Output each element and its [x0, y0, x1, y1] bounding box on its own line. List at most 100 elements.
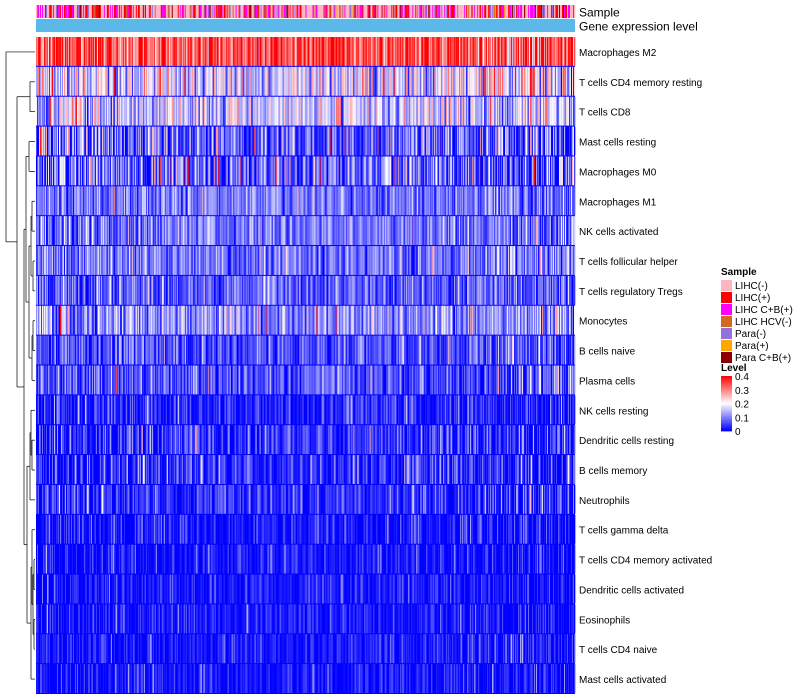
heatmap-cell: [189, 216, 192, 246]
heatmap-cell: [400, 96, 402, 126]
heatmap-cell: [94, 216, 97, 246]
sample-annotation-cell: [151, 5, 154, 18]
heatmap-cell: [165, 186, 168, 216]
heatmap-cell: [55, 66, 58, 96]
heatmap-cell: [50, 96, 53, 126]
sample-annotation-cell: [221, 5, 224, 18]
heatmap-cell: [144, 156, 147, 186]
heatmap-cell: [214, 126, 217, 156]
heatmap-cell: [170, 186, 173, 216]
heatmap-cell: [175, 66, 178, 96]
heatmap-cell: [125, 216, 128, 246]
heatmap-cell: [137, 216, 140, 246]
heatmap-cell: [289, 37, 291, 66]
sample-annotation-cell: [123, 5, 126, 18]
heatmap-cell: [143, 186, 146, 216]
heatmap-cell: [199, 156, 202, 186]
heatmap-cell: [457, 186, 459, 216]
heatmap-cell: [434, 186, 436, 216]
heatmap-cell: [483, 66, 485, 96]
heatmap-cell: [480, 216, 482, 246]
heatmap-cell: [395, 96, 397, 126]
heatmap-cell: [111, 37, 114, 66]
heatmap-cell: [351, 186, 353, 216]
heatmap-cell: [372, 186, 374, 216]
heatmap-cell: [69, 96, 72, 126]
heatmap-cell: [566, 37, 568, 66]
heatmap-cell: [382, 216, 384, 246]
heatmap-cell: [179, 186, 182, 216]
heatmap-cell: [146, 126, 149, 156]
heatmap-cell: [75, 216, 78, 246]
heatmap-cell: [274, 126, 276, 156]
heatmap-cell: [307, 186, 309, 216]
heatmap-cell: [90, 156, 93, 186]
heatmap-cell: [330, 186, 332, 216]
heatmap-cell: [344, 126, 346, 156]
sample-annotation-cell: [264, 5, 266, 18]
heatmap-cell: [407, 66, 409, 96]
heatmap-cell: [132, 216, 135, 246]
heatmap-cell: [343, 96, 345, 126]
heatmap-cell: [461, 186, 463, 216]
heatmap-cell: [338, 126, 340, 156]
heatmap-cell: [240, 216, 242, 246]
heatmap-cell: [546, 126, 548, 156]
heatmap-cell: [533, 37, 535, 66]
heatmap-cell: [316, 37, 318, 66]
sample-annotation-cell: [152, 5, 155, 18]
heatmap-cell: [566, 96, 568, 126]
heatmap-cell: [195, 186, 198, 216]
heatmap-cell: [230, 66, 232, 96]
heatmap-cell: [563, 126, 565, 156]
sample-annotation-cell: [323, 5, 325, 18]
heatmap-cell: [304, 126, 306, 156]
heatmap-cell: [241, 37, 243, 66]
sample-annotation-cell: [562, 5, 564, 18]
heatmap-cell: [360, 66, 362, 96]
heatmap-cell: [470, 216, 472, 246]
heatmap-cell: [71, 96, 74, 126]
heatmap-cell: [242, 37, 244, 66]
heatmap-cell: [210, 156, 213, 186]
heatmap-cell: [208, 156, 211, 186]
sample-annotation-cell: [401, 5, 403, 18]
sample-annotation-cell: [309, 5, 311, 18]
heatmap-cell: [546, 66, 548, 96]
heatmap-cell: [481, 126, 483, 156]
heatmap-cell: [103, 96, 106, 126]
sample-annotation-cell: [546, 5, 548, 18]
heatmap-cell: [194, 126, 197, 156]
heatmap-cell: [89, 156, 92, 186]
heatmap-cell: [129, 37, 132, 66]
heatmap-cell: [350, 216, 352, 246]
heatmap-cell: [309, 126, 311, 156]
heatmap-cell: [167, 156, 170, 186]
heatmap-cell: [380, 66, 382, 96]
heatmap-cell: [88, 156, 91, 186]
heatmap-cell: [552, 186, 554, 216]
sample-annotation-cell: [327, 5, 329, 18]
sample-annotation-cell: [483, 5, 485, 18]
heatmap-cell: [241, 186, 243, 216]
heatmap-cell: [455, 37, 457, 66]
heatmap-cell: [61, 37, 64, 66]
heatmap-cell: [143, 37, 146, 66]
heatmap-cell: [462, 186, 464, 216]
heatmap-cell: [161, 126, 164, 156]
heatmap-cell: [527, 156, 529, 186]
heatmap-cell: [526, 156, 528, 186]
heatmap-cell: [311, 37, 313, 66]
heatmap-cell: [574, 126, 576, 156]
heatmap-cell: [508, 37, 510, 66]
heatmap-cell: [155, 37, 158, 66]
heatmap-cell: [516, 37, 518, 66]
heatmap-cell: [494, 126, 496, 156]
heatmap-cell: [310, 66, 312, 96]
heatmap-cell: [226, 66, 228, 96]
heatmap-cell: [356, 216, 358, 246]
heatmap-cell: [196, 186, 199, 216]
heatmap-cell: [64, 37, 67, 66]
heatmap-cell: [126, 37, 129, 66]
heatmap-cell: [87, 37, 90, 66]
